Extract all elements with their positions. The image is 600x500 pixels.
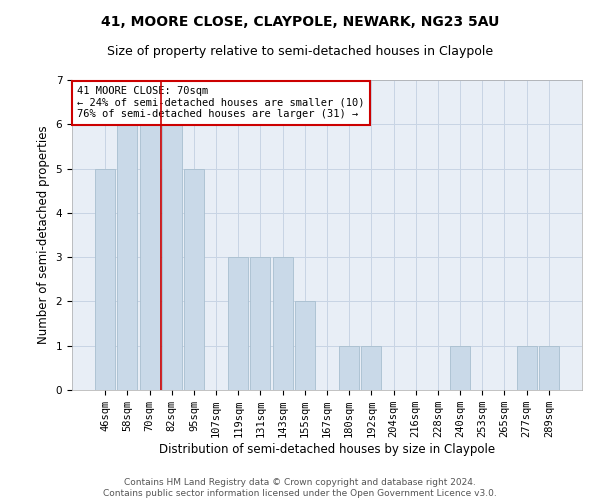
Bar xyxy=(140,124,160,390)
Bar xyxy=(272,257,293,390)
Text: 41 MOORE CLOSE: 70sqm
← 24% of semi-detached houses are smaller (10)
76% of semi: 41 MOORE CLOSE: 70sqm ← 24% of semi-deta… xyxy=(77,86,365,120)
Bar xyxy=(517,346,536,390)
Y-axis label: Number of semi-detached properties: Number of semi-detached properties xyxy=(37,126,50,344)
Text: 41, MOORE CLOSE, CLAYPOLE, NEWARK, NG23 5AU: 41, MOORE CLOSE, CLAYPOLE, NEWARK, NG23 … xyxy=(101,15,499,29)
Bar xyxy=(539,346,559,390)
Bar xyxy=(250,257,271,390)
Text: Contains HM Land Registry data © Crown copyright and database right 2024.
Contai: Contains HM Land Registry data © Crown c… xyxy=(103,478,497,498)
Text: Size of property relative to semi-detached houses in Claypole: Size of property relative to semi-detach… xyxy=(107,45,493,58)
Bar xyxy=(361,346,382,390)
Bar xyxy=(450,346,470,390)
Bar xyxy=(184,168,204,390)
Bar xyxy=(339,346,359,390)
X-axis label: Distribution of semi-detached houses by size in Claypole: Distribution of semi-detached houses by … xyxy=(159,443,495,456)
Bar xyxy=(162,124,182,390)
Bar xyxy=(95,168,115,390)
Bar xyxy=(295,302,315,390)
Bar xyxy=(228,257,248,390)
Bar xyxy=(118,124,137,390)
